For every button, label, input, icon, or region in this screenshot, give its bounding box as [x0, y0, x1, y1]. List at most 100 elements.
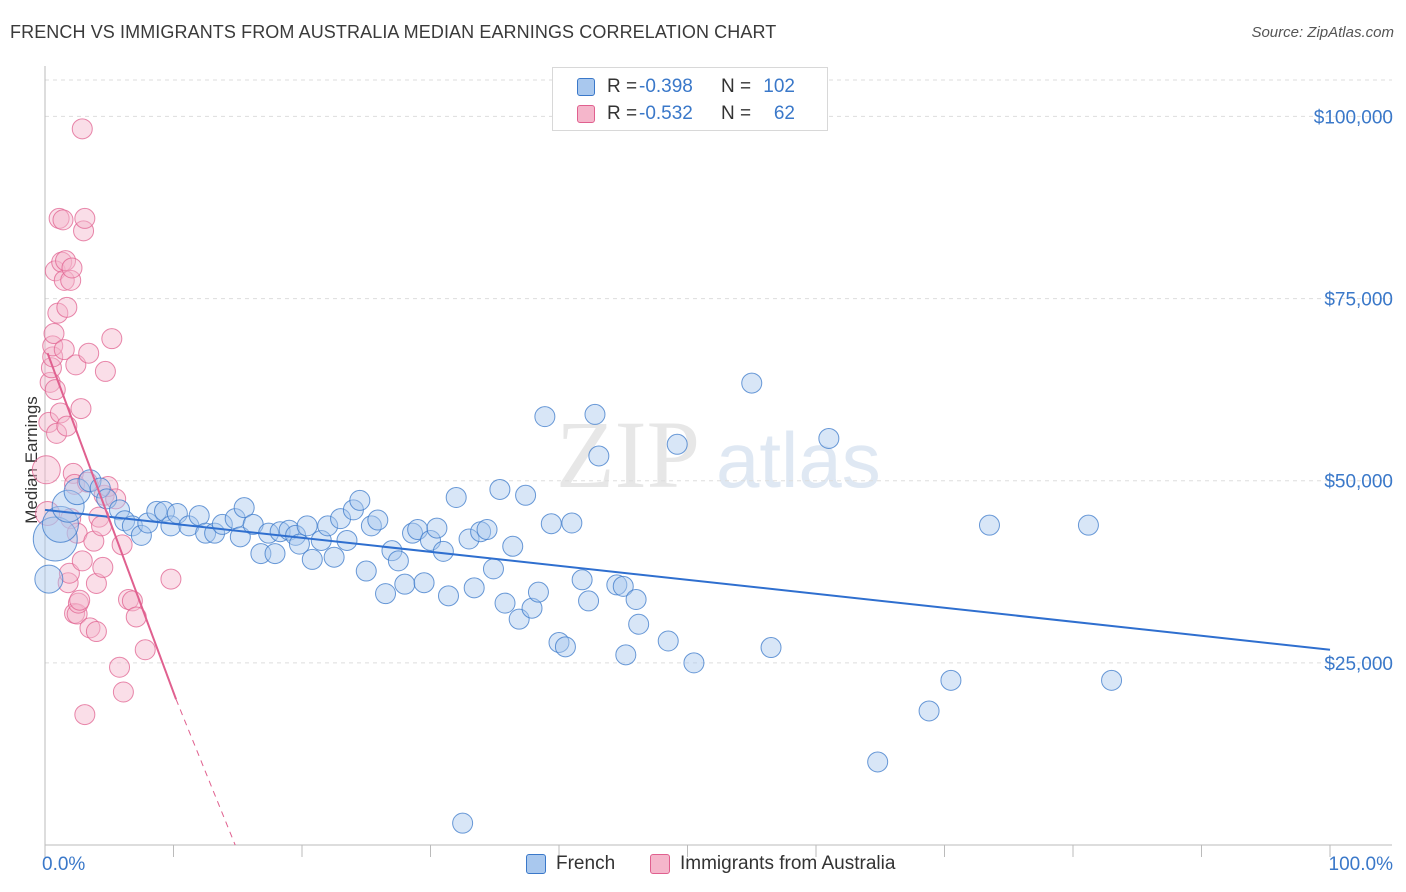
- french-point: [317, 515, 339, 537]
- legend-r-value: -0.532: [639, 103, 693, 124]
- x-tick-label: 100.0%: [1329, 854, 1394, 875]
- legend-n-value: 62: [773, 103, 795, 124]
- legend-r-label: R =: [607, 76, 638, 97]
- french-point: [489, 478, 511, 500]
- french-point: [657, 630, 679, 652]
- x-tick-label: 0.0%: [42, 854, 85, 875]
- australia-point: [74, 207, 96, 229]
- watermark-atlas: atlas: [716, 416, 881, 504]
- australia-point: [94, 360, 116, 382]
- french-point: [978, 514, 1000, 536]
- french-point: [381, 540, 403, 562]
- y-tick-label: $25,000: [1324, 654, 1393, 675]
- french-point: [818, 427, 840, 449]
- french-point: [578, 590, 600, 612]
- french-point: [606, 574, 628, 596]
- french-point: [561, 512, 583, 534]
- australia-point: [71, 118, 93, 140]
- y-tick-label: $100,000: [1314, 107, 1393, 128]
- french-point: [355, 560, 377, 582]
- australia-point: [101, 328, 123, 350]
- y-tick-label: $75,000: [1324, 290, 1393, 311]
- french-point: [615, 644, 637, 666]
- bottom-legend-french: French: [526, 852, 615, 876]
- french-point: [760, 637, 782, 659]
- french-point: [918, 700, 940, 722]
- australia-point: [85, 572, 107, 594]
- french-point: [534, 406, 556, 428]
- french-point: [160, 515, 182, 537]
- french-point: [482, 558, 504, 580]
- australia-point: [79, 617, 101, 639]
- australia-point: [105, 488, 127, 510]
- french-point: [502, 535, 524, 557]
- australia-point: [61, 257, 83, 279]
- australia-legend-label: Immigrants from Australia: [680, 853, 896, 874]
- french-point: [741, 372, 763, 394]
- french-point: [612, 575, 634, 597]
- australia-point: [74, 704, 96, 726]
- australia-trend-line: [46, 352, 178, 700]
- french-point: [625, 588, 647, 610]
- french-trend-line: [44, 508, 1331, 651]
- french-point: [445, 486, 467, 508]
- french-point: [360, 515, 382, 537]
- french-point: [666, 433, 688, 455]
- french-swatch: [577, 78, 595, 96]
- french-legend-swatch: [526, 854, 546, 874]
- french-point: [548, 631, 570, 653]
- french-point: [426, 517, 448, 539]
- french-point: [494, 592, 516, 614]
- australia-point: [53, 339, 75, 361]
- french-point: [387, 550, 409, 572]
- french-point: [188, 505, 210, 527]
- french-point: [540, 513, 562, 535]
- source-label: Source: ZipAtlas.com: [1251, 24, 1394, 41]
- french-point: [521, 597, 543, 619]
- australia-point: [92, 556, 114, 578]
- french-point: [527, 581, 549, 603]
- french-point: [940, 669, 962, 691]
- french-point: [413, 572, 435, 594]
- australia-point: [78, 342, 100, 364]
- australia-point: [31, 455, 61, 485]
- australia-point: [44, 379, 66, 401]
- french-point: [323, 546, 345, 568]
- y-tick-label: $50,000: [1324, 472, 1393, 493]
- french-point: [301, 548, 323, 570]
- australia-point: [76, 471, 98, 493]
- x-tick-labels: 0.0% 100.0%: [42, 854, 1393, 875]
- french-point: [458, 528, 480, 550]
- french-point: [130, 524, 152, 546]
- australia-point: [66, 603, 88, 625]
- australia-point: [160, 568, 182, 590]
- french-point: [349, 489, 371, 511]
- stats-legend: R = -0.398 N = 102 R = -0.532 N = 62: [552, 67, 828, 131]
- chart-title: FRENCH VS IMMIGRANTS FROM AUSTRALIA MEDI…: [10, 22, 777, 42]
- french-point: [515, 484, 537, 506]
- australia-point: [112, 681, 134, 703]
- french-point: [584, 403, 606, 425]
- watermark: ZIP atlas: [556, 401, 881, 508]
- bottom-legend-australia: Immigrants from Australia: [650, 852, 895, 876]
- legend-n-label: N =: [721, 76, 752, 97]
- australia-point: [43, 323, 65, 345]
- australia-point: [58, 562, 80, 584]
- australia-point: [40, 357, 62, 379]
- australia-point: [52, 209, 74, 231]
- legend-row-australia: R = -0.532 N = 62: [577, 101, 795, 127]
- legend-n-value: 102: [763, 76, 795, 97]
- french-point: [554, 636, 576, 658]
- french-point: [330, 508, 352, 530]
- french-point: [296, 515, 318, 537]
- legend-r-value: -0.398: [639, 76, 693, 97]
- french-legend-label: French: [556, 853, 616, 874]
- grid: [45, 79, 1392, 664]
- french-point: [452, 812, 474, 834]
- australia-point: [83, 530, 105, 552]
- australia-points: [31, 118, 182, 726]
- legend-row-french: R = -0.398 N = 102: [577, 74, 795, 100]
- french-point: [571, 569, 593, 591]
- trend-lines: [44, 352, 1331, 846]
